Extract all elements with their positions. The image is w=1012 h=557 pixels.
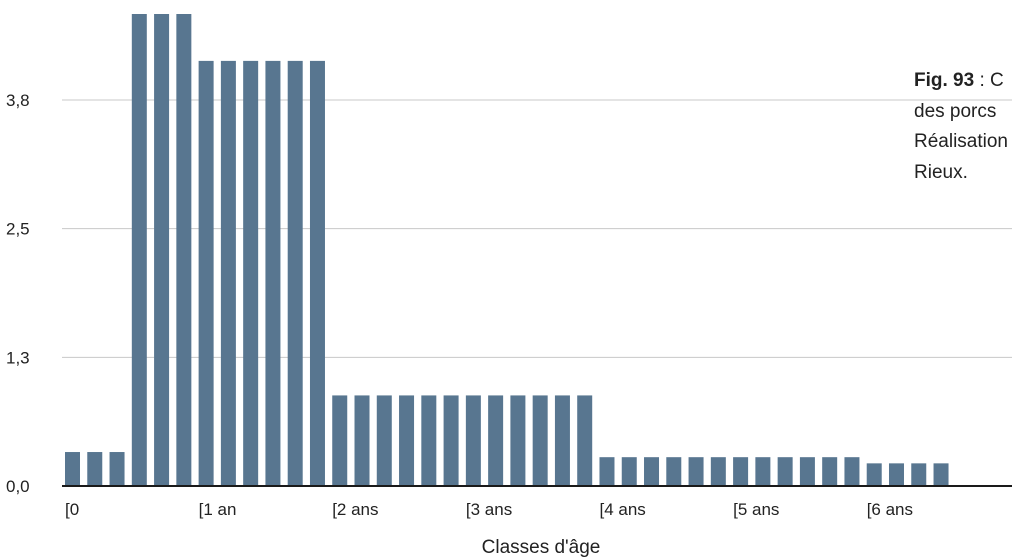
bar xyxy=(554,395,570,486)
bar xyxy=(755,457,771,486)
bar xyxy=(710,457,726,486)
bar xyxy=(510,395,526,486)
bar xyxy=(376,395,392,486)
x-tick-label: [0 xyxy=(65,500,79,519)
x-tick-label: [3 ans xyxy=(466,500,512,519)
bar xyxy=(265,60,281,486)
bar xyxy=(220,60,236,486)
gridlines xyxy=(62,99,1012,358)
bar xyxy=(309,60,325,486)
y-tick-label: 3,8 xyxy=(6,91,30,110)
bar xyxy=(488,395,504,486)
bar xyxy=(822,457,838,486)
bar xyxy=(666,457,682,486)
y-tick-label: 1,3 xyxy=(6,348,30,367)
caption-line-1: Fig. 93 : C xyxy=(914,66,1012,97)
bar xyxy=(109,452,125,486)
bar xyxy=(65,452,80,486)
bar xyxy=(866,463,882,486)
bar xyxy=(688,457,704,486)
bar xyxy=(354,395,370,486)
caption-text-1: : C xyxy=(974,70,1004,91)
bar xyxy=(243,60,259,486)
bar xyxy=(399,395,415,486)
x-tick-label: [4 ans xyxy=(600,500,646,519)
bar xyxy=(465,395,481,486)
x-tick-label: [5 ans xyxy=(733,500,779,519)
figure-caption: Fig. 93 : C des porcs Réalisation Rieux. xyxy=(914,66,1012,188)
bar xyxy=(577,395,593,486)
bar xyxy=(287,60,303,486)
bar xyxy=(777,457,793,486)
bar xyxy=(154,14,170,486)
bar xyxy=(332,395,348,486)
y-tick-label: 0,0 xyxy=(6,477,30,496)
bar xyxy=(131,14,147,486)
bar xyxy=(443,395,459,486)
x-tick-labels: [0 [1 an [2 ans [3 ans [4 ans [5 ans [6 ans xyxy=(65,500,913,519)
x-tick-label: [1 an xyxy=(199,500,237,519)
bars xyxy=(65,14,949,486)
bar xyxy=(733,457,749,486)
x-axis-label: Classes d'âge xyxy=(482,537,601,557)
bar xyxy=(911,463,927,486)
caption-line-4: Rieux. xyxy=(914,161,968,183)
x-tick-label: [6 ans xyxy=(867,500,913,519)
bar xyxy=(844,457,860,486)
bar xyxy=(799,457,815,486)
y-tick-labels: 0,0 1,3 2,5 3,8 xyxy=(6,91,30,496)
bar xyxy=(421,395,437,486)
figure-number: Fig. 93 xyxy=(914,70,975,91)
bar xyxy=(888,463,904,486)
bar xyxy=(599,457,615,486)
bar xyxy=(176,14,192,486)
bar xyxy=(621,457,637,486)
y-tick-label: 2,5 xyxy=(6,220,30,239)
caption-line-3: Réalisation xyxy=(914,131,1008,152)
bar xyxy=(644,457,660,486)
bar xyxy=(198,60,214,486)
x-tick-label: [2 ans xyxy=(332,500,378,519)
caption-line-2: des porcs xyxy=(914,100,997,122)
bar xyxy=(933,463,949,486)
bar xyxy=(532,395,548,486)
bar xyxy=(87,452,103,486)
